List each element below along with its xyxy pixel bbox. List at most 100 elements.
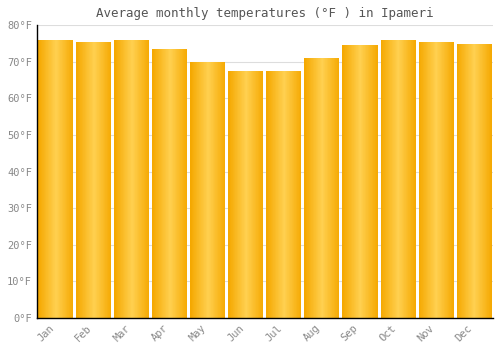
Bar	[325, 58, 326, 318]
Bar	[245, 71, 246, 318]
Bar	[334, 58, 335, 318]
Bar	[258, 71, 259, 318]
Bar	[78, 42, 80, 318]
Bar	[434, 42, 435, 318]
Bar	[305, 58, 306, 318]
Bar	[176, 49, 177, 318]
Bar	[313, 58, 314, 318]
Bar	[467, 43, 468, 318]
Bar	[404, 40, 405, 318]
Bar	[231, 71, 232, 318]
Bar	[480, 43, 481, 318]
Bar	[53, 40, 54, 318]
Bar	[415, 40, 416, 318]
Bar	[413, 40, 414, 318]
Bar	[395, 40, 396, 318]
Bar	[116, 40, 117, 318]
Bar	[243, 71, 244, 318]
Bar	[333, 58, 334, 318]
Bar	[431, 42, 432, 318]
Bar	[206, 62, 207, 318]
Bar	[260, 71, 261, 318]
Bar	[318, 58, 319, 318]
Bar	[315, 58, 316, 318]
Bar	[157, 49, 158, 318]
Bar	[96, 42, 97, 318]
Bar	[377, 46, 378, 318]
Bar	[335, 58, 336, 318]
Bar	[445, 42, 446, 318]
Bar	[474, 43, 475, 318]
Bar	[135, 40, 136, 318]
Bar	[365, 46, 366, 318]
Bar	[486, 43, 487, 318]
Bar	[118, 40, 119, 318]
Bar	[351, 46, 352, 318]
Bar	[160, 49, 161, 318]
Bar	[364, 46, 366, 318]
Bar	[357, 46, 358, 318]
Bar	[125, 40, 126, 318]
Bar	[471, 43, 472, 318]
Title: Average monthly temperatures (°F ) in Ipameri: Average monthly temperatures (°F ) in Ip…	[96, 7, 434, 20]
Bar	[110, 42, 111, 318]
Bar	[224, 62, 225, 318]
Bar	[146, 40, 147, 318]
Bar	[391, 40, 392, 318]
Bar	[368, 46, 369, 318]
Bar	[371, 46, 372, 318]
Bar	[68, 40, 70, 318]
Bar	[266, 71, 267, 318]
Bar	[158, 49, 159, 318]
Bar	[482, 43, 483, 318]
Bar	[381, 40, 382, 318]
Bar	[127, 40, 128, 318]
Bar	[203, 62, 204, 318]
Bar	[128, 40, 129, 318]
Bar	[488, 43, 489, 318]
Bar	[412, 40, 413, 318]
Bar	[244, 71, 245, 318]
Bar	[458, 43, 459, 318]
Bar	[405, 40, 406, 318]
Bar	[280, 71, 281, 318]
Bar	[472, 43, 473, 318]
Bar	[485, 43, 486, 318]
Bar	[254, 71, 256, 318]
Bar	[130, 40, 132, 318]
Bar	[208, 62, 209, 318]
Bar	[390, 40, 391, 318]
Bar	[225, 62, 226, 318]
Bar	[172, 49, 173, 318]
Bar	[97, 42, 98, 318]
Bar	[316, 58, 317, 318]
Bar	[424, 42, 425, 318]
Bar	[360, 46, 361, 318]
Bar	[104, 42, 105, 318]
Bar	[47, 40, 48, 318]
Bar	[307, 58, 308, 318]
Bar	[394, 40, 395, 318]
Bar	[332, 58, 333, 318]
Bar	[447, 42, 448, 318]
Bar	[452, 42, 453, 318]
Bar	[347, 46, 348, 318]
Bar	[121, 40, 122, 318]
Bar	[210, 62, 211, 318]
Bar	[451, 42, 452, 318]
Bar	[84, 42, 85, 318]
Bar	[103, 42, 104, 318]
Bar	[202, 62, 203, 318]
Bar	[194, 62, 195, 318]
Bar	[81, 42, 82, 318]
Bar	[314, 58, 315, 318]
Bar	[392, 40, 393, 318]
Bar	[200, 62, 201, 318]
Bar	[255, 71, 256, 318]
Bar	[56, 40, 57, 318]
Bar	[440, 42, 442, 318]
Bar	[212, 62, 213, 318]
Bar	[187, 49, 188, 318]
Bar	[322, 58, 323, 318]
Bar	[388, 40, 390, 318]
